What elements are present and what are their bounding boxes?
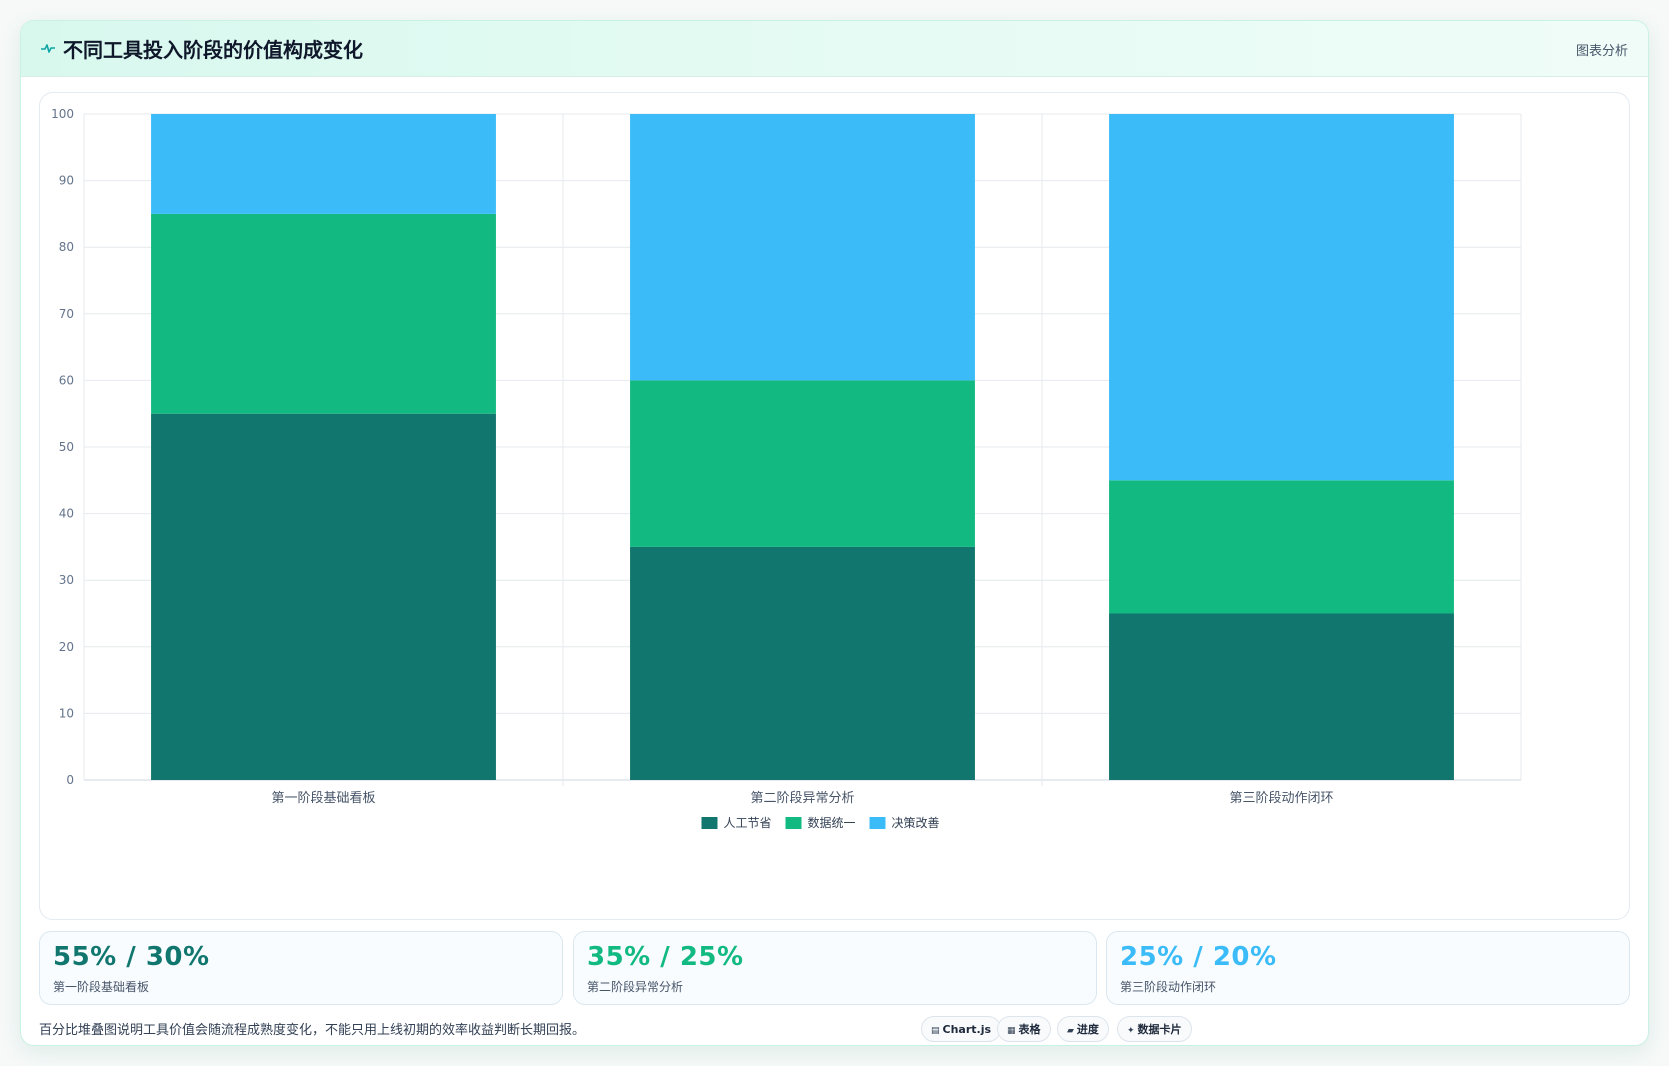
legend-swatch: [785, 817, 802, 829]
stat-label: 第二阶段异常分析: [587, 980, 684, 994]
legend-swatch: [869, 817, 886, 829]
stat-value: 35% / 25%: [587, 942, 744, 972]
y-tick-label: 90: [59, 174, 74, 188]
stacked-bar-chart: 0 10 20 30 40 50 60 70 80 90 100 第一阶段基础看板 第二阶段异常分析 第三…: [51, 107, 1522, 830]
y-tick-label: 70: [59, 307, 74, 321]
dashboard-card: 不同工具投入阶段的价值构成变化 图表分析 0 10 20 30 40 50 60 70 80 90…: [20, 20, 1649, 1046]
y-tick-label: 60: [59, 373, 74, 387]
stat-label: 第三阶段动作闭环: [1120, 980, 1217, 994]
x-tick-label: 第三阶段动作闭环: [1229, 791, 1333, 806]
y-tick-label: 0: [66, 773, 74, 787]
bar-segment: [1109, 480, 1454, 614]
y-tick-label: 10: [59, 706, 74, 720]
pill-label: 进度: [1076, 1023, 1099, 1036]
pulse-icon: [41, 44, 55, 53]
bar-segment: [1109, 114, 1454, 481]
pill-progress[interactable]: ▰ 进度: [1057, 1016, 1109, 1042]
bar-segment: [630, 546, 975, 780]
pill-chartjs[interactable]: ▤ Chart.js: [921, 1016, 1002, 1042]
stat-card-stage-1: 55% / 30% 第一阶段基础看板: [39, 931, 563, 1005]
pill-data-card[interactable]: ✦ 数据卡片: [1117, 1016, 1192, 1042]
stat-cards: 55% / 30% 第一阶段基础看板 35% / 25% 第二阶段异常分析 25…: [39, 931, 1630, 1005]
legend-swatch: [701, 817, 718, 829]
legend-label: 决策改善: [892, 815, 940, 830]
legend-label: 数据统一: [808, 815, 856, 830]
stat-label: 第一阶段基础看板: [53, 980, 150, 994]
y-tick-label: 40: [59, 507, 74, 521]
pill-table[interactable]: ▦ 表格: [997, 1016, 1051, 1042]
chart-title: 不同工具投入阶段的价值构成变化: [63, 38, 363, 62]
x-tick-label: 第一阶段基础看板: [271, 790, 375, 806]
stat-card-stage-3: 25% / 20% 第三阶段动作闭环: [1106, 931, 1630, 1005]
footer-note: 百分比堆叠图说明工具价值会随流程成熟度变化，不能只用上线初期的效率收益判断长期回…: [39, 1023, 586, 1038]
pill-label: 表格: [1018, 1023, 1041, 1036]
y-tick-label: 30: [59, 573, 74, 587]
bar-segment: [151, 213, 496, 414]
sparkle-icon: ✦: [1127, 1026, 1135, 1036]
bar-segment: [151, 413, 496, 780]
y-tick-label: 80: [59, 240, 74, 254]
y-tick-label: 100: [51, 107, 74, 121]
bar-segment: [1109, 613, 1454, 780]
stat-card-stage-2: 35% / 25% 第二阶段异常分析: [573, 931, 1097, 1005]
y-tick-label: 20: [59, 640, 74, 654]
header-tag: 图表分析: [1575, 44, 1628, 59]
pill-label: 数据卡片: [1137, 1023, 1182, 1036]
pill-label: Chart.js: [942, 1023, 992, 1036]
bar-segment: [151, 114, 496, 214]
chart-icon: ▤: [931, 1026, 940, 1036]
stat-value: 55% / 30%: [53, 942, 210, 972]
stat-value: 25% / 20%: [1120, 942, 1277, 972]
table-icon: ▦: [1007, 1026, 1016, 1036]
chart-container: 0 10 20 30 40 50 60 70 80 90 100 第一阶段基础看板 第二阶段异常分析 第三…: [39, 92, 1630, 920]
progress-icon: ▰: [1067, 1026, 1074, 1036]
bar-segment: [630, 114, 975, 381]
legend-label: 人工节省: [724, 816, 772, 830]
card-header: 不同工具投入阶段的价值构成变化 图表分析: [21, 21, 1648, 77]
bar-segment: [630, 380, 975, 547]
y-tick-label: 50: [59, 440, 74, 454]
x-tick-label: 第二阶段异常分析: [750, 791, 854, 806]
